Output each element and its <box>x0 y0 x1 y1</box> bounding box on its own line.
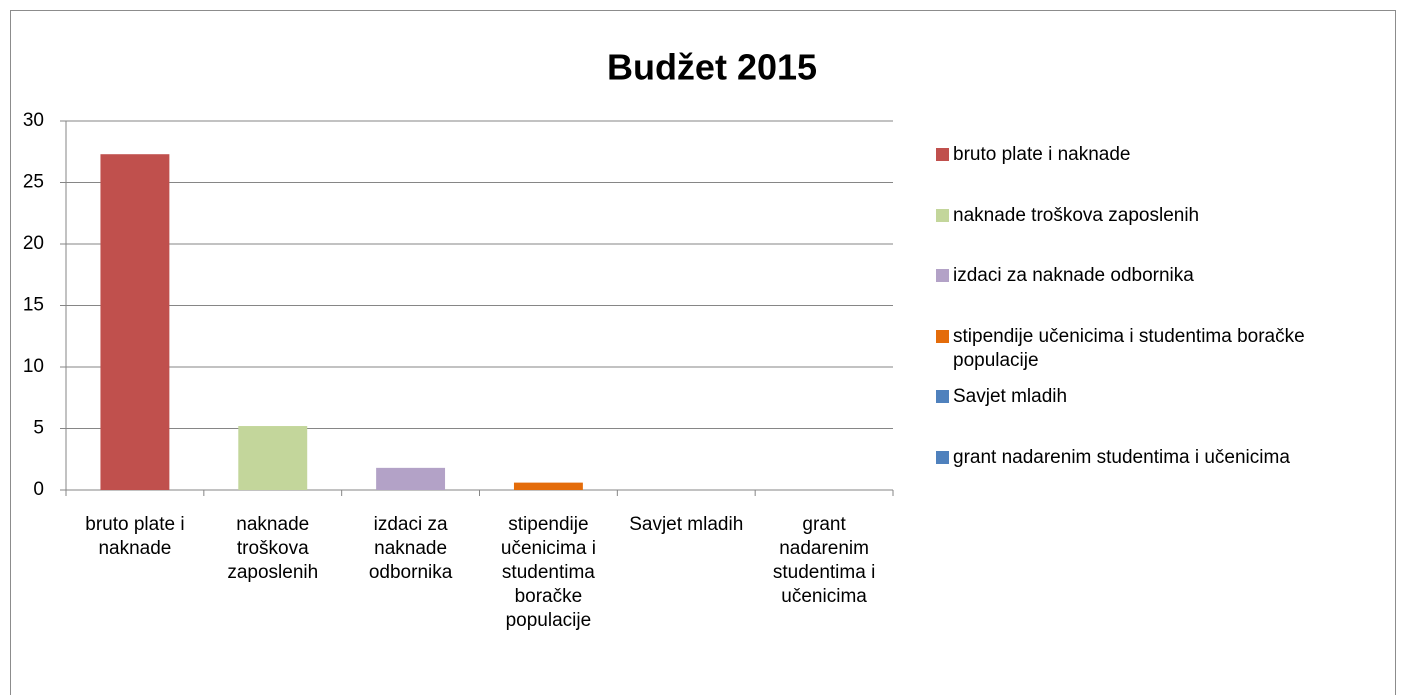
legend-swatch <box>936 450 949 464</box>
bar <box>513 482 583 490</box>
legend-swatch <box>936 269 949 282</box>
legend-swatch <box>936 208 949 222</box>
y-tick-label: 10 <box>23 356 44 377</box>
bar <box>238 426 308 490</box>
legend-label: Savjet mladih <box>953 386 1068 407</box>
x-tick-label: Savjet mladih <box>629 514 744 535</box>
legend-label: stipendije učenicima i studentima boračk… <box>953 325 1305 371</box>
bar <box>100 154 170 490</box>
legend-label: izdaci za naknade odbornika <box>953 265 1194 286</box>
x-tick-label: grant nadarenim studentima i učenicima <box>772 514 876 607</box>
y-tick-label: 5 <box>33 418 44 439</box>
legend-label: bruto plate i naknade <box>953 144 1131 165</box>
chart-title: Budžet 2015 <box>607 47 817 88</box>
y-tick-label: 30 <box>23 110 44 131</box>
y-tick-label: 15 <box>23 295 44 316</box>
y-tick-label: 20 <box>23 233 44 254</box>
x-tick-label: bruto plate i naknade <box>85 514 185 559</box>
legend-label: naknade troškova zaposlenih <box>953 204 1200 226</box>
x-tick-label: izdaci za naknade odbornika <box>368 514 453 583</box>
legend-swatch <box>936 148 949 161</box>
legend-swatch <box>936 390 949 403</box>
bar <box>376 467 446 490</box>
chart-border <box>10 10 1396 695</box>
y-tick-label: 25 <box>23 172 44 193</box>
legend-label: grant nadarenim studentima i učenicima <box>953 446 1290 468</box>
x-tick-label: naknade troškova zaposlenih <box>227 514 319 583</box>
y-tick-label: 0 <box>33 479 44 500</box>
x-tick-label: stipendije učenicima i studentima boračk… <box>500 514 596 631</box>
legend-swatch <box>936 329 949 343</box>
